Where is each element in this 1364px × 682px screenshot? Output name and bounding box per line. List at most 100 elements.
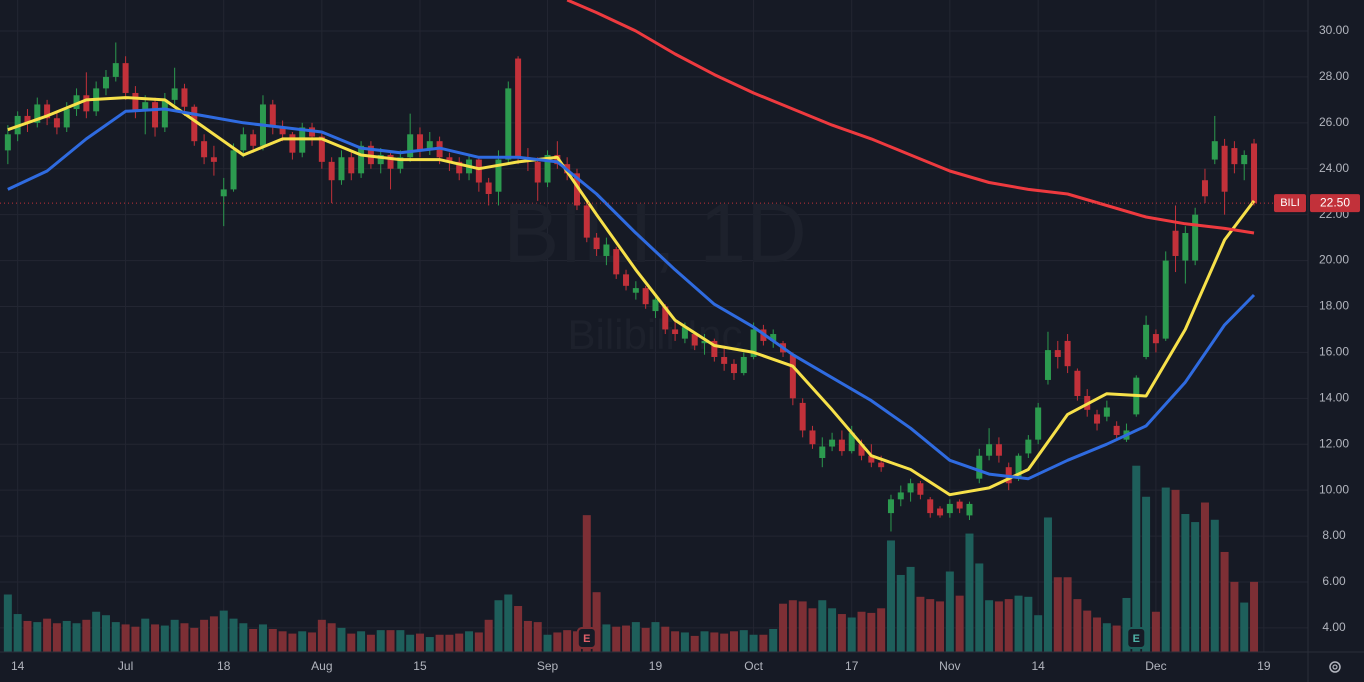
- candle-body: [191, 106, 198, 142]
- volume-bar: [857, 611, 866, 652]
- candle-body: [544, 154, 551, 183]
- x-tick-label: 14: [11, 659, 25, 673]
- volume-bar: [445, 634, 454, 652]
- volume-bar: [249, 629, 258, 652]
- candle-body: [789, 354, 796, 399]
- candle-body: [1074, 370, 1081, 397]
- candle-body: [868, 455, 875, 463]
- volume-bar: [1004, 599, 1013, 652]
- candle-body: [1211, 141, 1218, 160]
- settings-icon[interactable]: [1329, 661, 1341, 673]
- volume-bar: [239, 623, 248, 652]
- volume-bar: [788, 600, 797, 652]
- candle-body: [24, 115, 31, 123]
- volume-bar: [847, 617, 856, 652]
- volume-bar: [563, 630, 572, 652]
- volume-bar: [729, 631, 738, 652]
- candle-body: [1221, 145, 1228, 192]
- gear[interactable]: [1329, 661, 1341, 673]
- volume-bar: [101, 615, 110, 652]
- volume-bar: [1093, 617, 1102, 652]
- candle-body: [838, 439, 845, 452]
- price-label: 22.50: [1320, 195, 1350, 209]
- x-tick-label: Nov: [939, 659, 960, 673]
- volume-bar: [622, 625, 631, 652]
- candle-body: [102, 76, 109, 89]
- volume-bar: [641, 627, 650, 652]
- candle-body: [701, 340, 708, 344]
- candle-body: [210, 157, 217, 162]
- candle-body: [53, 118, 60, 128]
- volume-bar: [484, 619, 493, 652]
- candle-body: [662, 306, 669, 330]
- volume-bar: [406, 634, 415, 652]
- volume-bar: [553, 632, 562, 652]
- volume-bar: [837, 614, 846, 652]
- gear-hub[interactable]: [1332, 664, 1338, 670]
- volume-bar: [357, 631, 366, 652]
- candle-body: [407, 134, 414, 158]
- volume-bar: [779, 603, 788, 652]
- candle-body: [161, 99, 168, 128]
- volume-bar: [298, 631, 307, 652]
- volume-bar: [945, 571, 954, 652]
- candle-body: [946, 503, 953, 514]
- y-tick-label: 14.00: [1319, 390, 1349, 404]
- candle-body: [1241, 154, 1248, 165]
- candle-body: [132, 92, 139, 112]
- candle-body: [613, 249, 620, 275]
- volume-bar: [52, 623, 61, 652]
- candle-body: [534, 161, 541, 183]
- y-tick-label: 30.00: [1319, 23, 1349, 37]
- candle-body: [1035, 407, 1042, 440]
- volume-bar: [769, 629, 778, 652]
- candle-body: [485, 182, 492, 194]
- volume-bar: [877, 608, 886, 652]
- volume-bar: [33, 622, 42, 652]
- candle-body: [73, 95, 80, 110]
- volume-bar: [229, 618, 238, 652]
- candle-body: [112, 63, 119, 77]
- candle-body: [848, 432, 855, 452]
- volume-bar: [268, 629, 277, 652]
- candle-body: [387, 154, 394, 169]
- volume-bar: [523, 620, 532, 652]
- symbol-label: BILI: [1280, 197, 1300, 209]
- candle-body: [240, 134, 247, 151]
- volume-bar: [386, 630, 395, 652]
- volume-bar: [828, 608, 837, 652]
- volume-bar: [92, 611, 101, 652]
- volume-bar: [82, 619, 91, 652]
- volume-bar: [1200, 502, 1209, 652]
- volume-bar: [514, 606, 523, 652]
- candle-body: [740, 356, 747, 374]
- candle-body: [1015, 455, 1022, 479]
- volume-bar: [504, 594, 513, 652]
- volume-bar: [131, 626, 140, 652]
- candle-body: [4, 134, 11, 151]
- candle-body: [573, 173, 580, 206]
- volume-bar: [1034, 615, 1043, 652]
- candle-body: [858, 444, 865, 456]
- volume-bar: [435, 634, 444, 652]
- candle-body: [456, 161, 463, 174]
- volume-bar: [985, 600, 994, 652]
- candle-body: [1172, 230, 1179, 256]
- volume-bar: [376, 630, 385, 652]
- candle-body: [583, 205, 590, 238]
- volume-bar: [582, 515, 591, 652]
- candle-body: [416, 134, 423, 151]
- volume-bar: [415, 633, 424, 652]
- candle-body: [34, 104, 41, 123]
- y-tick-label: 6.00: [1322, 574, 1346, 588]
- y-tick-label: 8.00: [1322, 528, 1346, 542]
- x-tick-label: 15: [413, 659, 427, 673]
- candle-body: [1152, 334, 1159, 344]
- volume-bar: [1112, 625, 1121, 652]
- candle-body: [152, 102, 159, 128]
- moving-average: [7, 96, 1256, 497]
- candle-body: [230, 150, 237, 190]
- volume-bar: [141, 618, 150, 652]
- candle-body: [721, 356, 728, 364]
- candle-body: [1044, 350, 1051, 380]
